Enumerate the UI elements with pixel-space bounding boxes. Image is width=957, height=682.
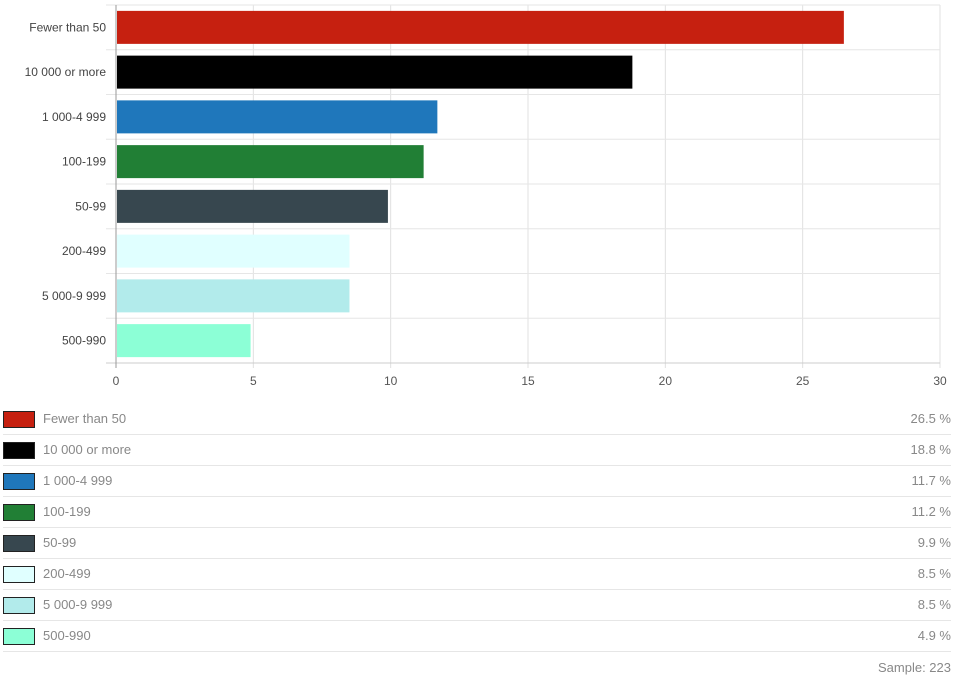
legend-label: Fewer than 50 [43,411,127,426]
legend: Fewer than 50 26.5 % 10 000 or more 18.8 % 1… [3,404,951,652]
legend-swatch [3,566,35,583]
x-tick-label: 30 [933,374,947,388]
legend-swatch [3,597,35,614]
legend-label: 10 000 or more [43,442,132,457]
legend-item: Fewer than 50 26.5 % [3,404,951,435]
x-tick-label: 0 [113,374,120,388]
bar [117,145,424,179]
bar [117,324,251,358]
bar [117,10,844,44]
y-category-label: 500-990 [62,334,106,348]
sample-size: Sample: 223 [878,660,951,675]
legend-value: 8.5 % [917,566,951,581]
y-category-label: 1 000-4 999 [42,110,106,124]
legend-swatch [3,473,35,490]
x-tick-label: 10 [384,374,398,388]
legend-label: 5 000-9 999 [43,597,113,612]
legend-item: 10 000 or more 18.8 % [3,435,951,466]
legend-value: 18.8 % [910,442,951,457]
x-tick-label: 15 [521,374,535,388]
legend-label: 500-990 [43,628,91,643]
legend-label: 50-99 [43,535,77,550]
bar [117,189,388,223]
bar [117,234,350,268]
legend-swatch [3,442,35,459]
y-category-label: Fewer than 50 [29,20,106,34]
legend-item: 500-990 4.9 % [3,621,951,652]
legend-label: 100-199 [43,504,91,519]
y-category-label: 10 000 or more [25,65,107,79]
legend-value: 11.7 % [911,473,951,488]
legend-swatch [3,411,35,428]
legend-value: 8.5 % [917,597,951,612]
bar [117,55,633,89]
legend-item: 1 000-4 999 11.7 % [3,466,951,497]
bar [117,279,350,313]
y-category-label: 5 000-9 999 [42,289,106,303]
bar [117,100,438,134]
legend-item: 5 000-9 999 8.5 % [3,590,951,621]
x-tick-label: 20 [659,374,673,388]
legend-value: 4.9 % [917,628,951,643]
x-tick-label: 25 [796,374,810,388]
legend-value: 11.2 % [911,504,951,519]
legend-item: 100-199 11.2 % [3,497,951,528]
legend-swatch [3,535,35,552]
legend-label: 200-499 [43,566,91,581]
legend-value: 9.9 % [917,535,951,550]
legend-swatch [3,504,35,521]
bar-chart: 0 5 10 15 20 25 30 Fewer than 50 10 000 or more 1… [25,4,947,388]
x-tick-label: 5 [250,374,257,388]
y-category-label: 100-199 [62,155,106,169]
legend-value: 26.5 % [910,411,951,426]
legend-label: 1 000-4 999 [43,473,113,488]
legend-item: 200-499 8.5 % [3,559,951,590]
y-category-label: 200-499 [62,244,106,258]
y-category-label: 50-99 [75,199,106,213]
legend-swatch [3,628,35,645]
legend-item: 50-99 9.9 % [3,528,951,559]
